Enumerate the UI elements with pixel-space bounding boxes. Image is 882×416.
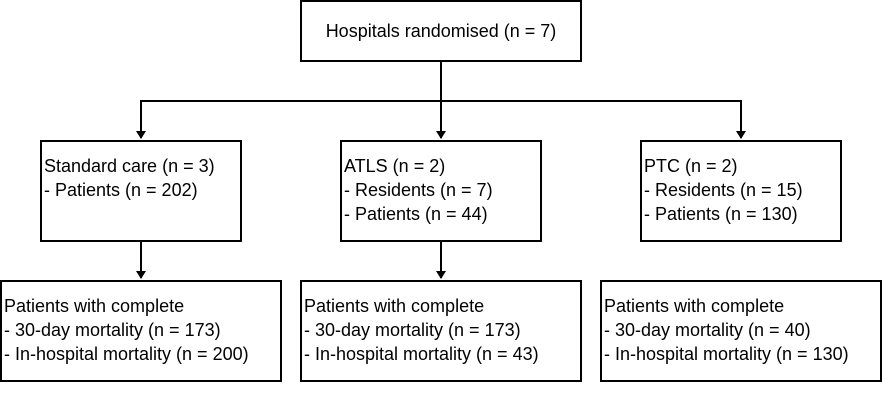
arm-node-ptc: PTC (n = 2) - Residents (n = 15) - Patie… <box>640 140 842 242</box>
outcome-title: Patients with complete <box>604 296 785 316</box>
arm-title: PTC (n = 2) <box>644 156 738 176</box>
arm-detail-line: - Residents (n = 7) <box>344 180 493 200</box>
arm-detail-line: - Residents (n = 15) <box>644 180 803 200</box>
outcome-title: Patients with complete <box>304 296 485 316</box>
outcome-detail-line: - In-hospital mortality (n = 43) <box>304 344 539 364</box>
outcome-detail-line: - In-hospital mortality (n = 130) <box>604 344 849 364</box>
arm-detail-line: - Patients (n = 202) <box>44 180 198 200</box>
arm-detail-line: - Patients (n = 130) <box>644 204 798 224</box>
outcome-title: Patients with complete <box>4 296 185 316</box>
arm-detail-line: - Patients (n = 44) <box>344 204 488 224</box>
outcome-node-ptc: Patients with complete - 30-day mortalit… <box>600 280 882 382</box>
outcome-detail-line: - 30-day mortality (n = 40) <box>604 320 811 340</box>
root-node-label: Hospitals randomised (n = 7) <box>325 21 557 41</box>
outcome-node-atls: Patients with complete - 30-day mortalit… <box>300 280 582 382</box>
outcome-node-standard-care: Patients with complete - 30-day mortalit… <box>0 280 282 382</box>
arm-node-atls: ATLS (n = 2) - Residents (n = 7) - Patie… <box>340 140 542 242</box>
arm-title: ATLS (n = 2) <box>344 156 446 176</box>
outcome-detail-line: - In-hospital mortality (n = 200) <box>4 344 249 364</box>
arm-node-standard-care: Standard care (n = 3) - Patients (n = 20… <box>40 140 242 242</box>
arm-title: Standard care (n = 3) <box>44 156 215 176</box>
outcome-detail-line: - 30-day mortality (n = 173) <box>4 320 221 340</box>
root-node-hospitals-randomised: Hospitals randomised (n = 7) <box>300 0 582 62</box>
outcome-detail-line: - 30-day mortality (n = 173) <box>304 320 521 340</box>
